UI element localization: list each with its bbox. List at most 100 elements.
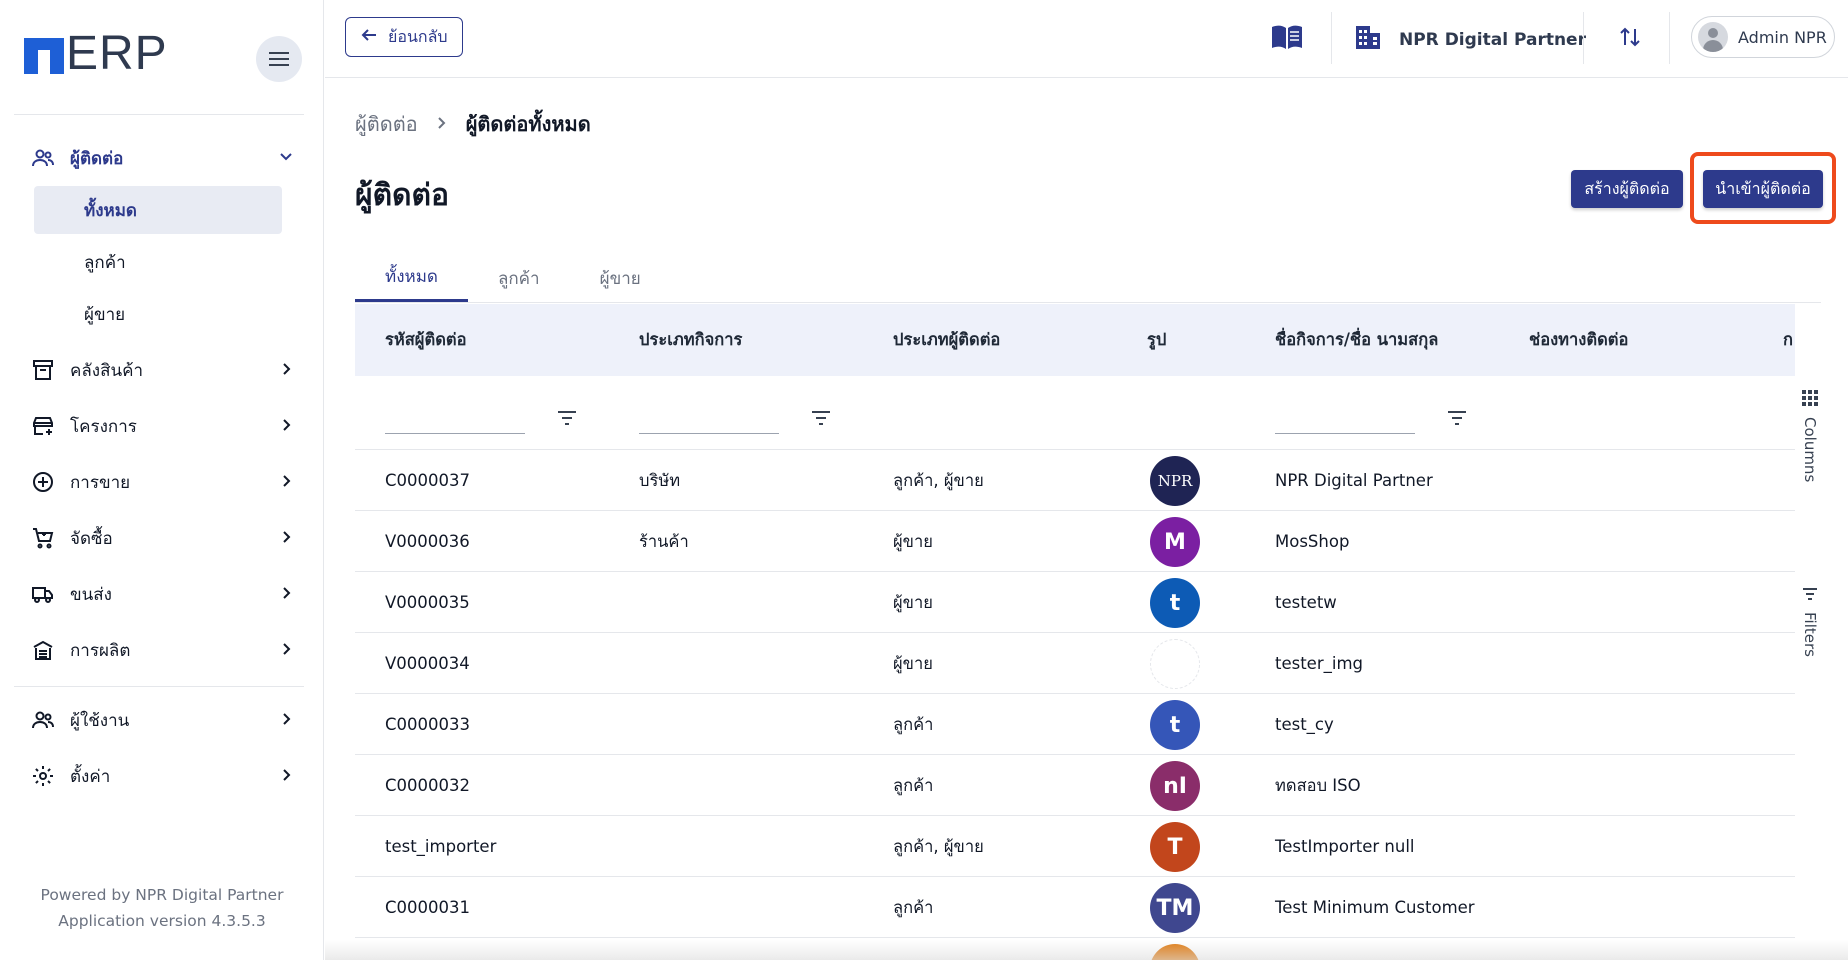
cell-name: NPR Digital Partner [1275,471,1433,490]
column-header-more[interactable]: ก [1783,330,1793,349]
sidebar-item-projects[interactable]: โครงการ [30,404,294,448]
project-icon [30,413,56,439]
chevron-right-icon [436,114,448,135]
sidebar-item-settings[interactable]: ตั้งค่า [30,754,294,798]
app-version-text: Application version 4.3.5.3 [58,912,266,930]
sidebar-divider [14,686,304,687]
cell-code: C0000032 [385,776,471,795]
gear-icon [30,763,56,789]
sidebar-item-label: โครงการ [70,416,137,437]
contact-avatar: NPR [1150,456,1200,506]
column-header-image[interactable]: รูป [1147,330,1167,349]
tab-vendors[interactable]: ผู้ขาย [599,268,641,289]
table-row[interactable]: V0000034 ผู้ขาย tester_img [355,633,1795,694]
columns-panel-label: Columns [1801,417,1819,483]
contact-avatar: t [1150,578,1200,628]
filter-code-input[interactable] [385,404,525,434]
column-header-channel[interactable]: ช่องทางติดต่อ [1529,330,1629,349]
chevron-right-icon [278,529,294,548]
manual-book-icon[interactable] [1271,24,1303,50]
table-row[interactable]: C0000037 บริษัท ลูกค้า, ผู้ขาย NPR Digital … [355,450,1795,511]
cell-name: test_cy [1275,715,1334,734]
cell-contact-type: ลูกค้า [893,775,934,795]
sidebar-item-label: การขาย [70,472,131,493]
filter-name-input[interactable] [1275,404,1415,434]
cell-name: MosShop [1275,532,1350,551]
cell-business-type: บริษัท [639,470,681,490]
cell-code: test_importer [385,837,497,856]
table-row[interactable]: C0000033 ลูกค้า test_cy t [355,694,1795,755]
back-button-label: ย้อนกลับ [388,26,448,46]
table-row[interactable]: C0000032 ลูกค้า ทดสอบ ISO nI [355,755,1795,816]
sidebar-subitem-customers[interactable]: ลูกค้า [84,252,126,273]
table-row[interactable]: V0000036 ร้านค้า ผู้ขาย MosShop M [355,511,1795,572]
column-header-contact-type[interactable]: ประเภทผู้ติดต่อ [893,330,1001,349]
breadcrumb-current: ผู้ติดต่อทั้งหมด [465,112,591,136]
columns-panel-button[interactable]: Columns [1796,390,1824,482]
sidebar-item-users[interactable]: ผู้ใช้งาน [30,698,294,742]
filter-icon[interactable] [809,406,833,430]
filter-business-type-input[interactable] [639,404,779,434]
create-contact-button[interactable]: สร้างผู้ติดต่อ [1571,170,1683,208]
cell-contact-type: ลูกค้า [893,714,934,734]
cell-code: V0000035 [385,593,470,612]
sidebar-item-inventory[interactable]: คลังสินค้า [30,348,294,392]
sidebar-item-purchasing[interactable]: จัดซื้อ [30,516,294,560]
cell-name: ทดสอบ ISO [1275,775,1361,795]
app-logo[interactable]: ERP [24,30,168,78]
contact-avatar: nI [1150,761,1200,811]
filters-panel-label: Filters [1801,612,1819,657]
sidebar-item-production[interactable]: การผลิต [30,628,294,672]
sidebar-item-contacts[interactable]: ผู้ติดต่อ [30,136,294,180]
tab-customers[interactable]: ลูกค้า [497,268,540,289]
filter-icon[interactable] [555,406,579,430]
user-name: Admin NPR [1738,27,1827,47]
table-row[interactable]: V0000035 ผู้ขาย testetw t [355,572,1795,633]
factory-icon [30,637,56,663]
filter-row [355,376,1795,450]
cell-contact-type: ลูกค้า [893,897,934,917]
user-menu[interactable]: Admin NPR [1691,16,1835,58]
cell-code: C0000031 [385,898,471,917]
cell-contact-type: ลูกค้า, ผู้ขาย [893,836,984,856]
company-name: NPR Digital Partner [1399,29,1586,50]
table-row[interactable]: test_importer ลูกค้า, ผู้ขาย TestImporter … [355,816,1795,877]
tabs-divider [355,302,1821,303]
contact-avatar: T [1150,822,1200,872]
topbar-divider [1331,12,1332,64]
cart-icon [30,525,56,551]
column-header-business-type[interactable]: ประเภทกิจการ [639,330,743,349]
page-title: ผู้ติดต่อ [355,178,450,213]
import-contact-button[interactable]: นำเข้าผู้ติดต่อ [1703,170,1823,208]
archive-icon [30,357,56,383]
filter-icon[interactable] [1445,406,1469,430]
column-header-name[interactable]: ชื่อกิจการ/ชื่อ นามสกุล [1275,330,1439,349]
cell-name: TestImporter null [1275,837,1415,856]
contact-avatar: TM [1150,883,1200,933]
filters-panel-button[interactable]: Filters [1796,586,1824,657]
sidebar-item-label: การผลิต [70,640,131,661]
people-icon [30,145,56,171]
topbar-divider [1583,12,1584,64]
table-row[interactable]: C0000031 ลูกค้า Test Minimum Customer TM [355,877,1795,938]
sidebar-subitem-all[interactable]: ทั้งหมด [34,186,282,234]
cell-contact-type: ผู้ขาย [893,531,933,551]
breadcrumb-parent[interactable]: ผู้ติดต่อ [355,112,418,136]
back-button[interactable]: ย้อนกลับ [345,17,463,57]
contact-tabs: ทั้งหมด ลูกค้า ผู้ขาย [355,254,671,302]
cell-contact-type: ลูกค้า, ผู้ขาย [893,470,984,490]
sidebar-item-label: ผู้ติดต่อ [70,148,124,169]
swap-vertical-icon[interactable] [1615,22,1645,52]
sidebar-subitem-vendors[interactable]: ผู้ขาย [84,304,126,325]
cell-contact-type: ผู้ขาย [893,653,933,673]
menu-toggle-button[interactable] [256,36,302,82]
cell-name: Test Minimum Customer [1275,898,1475,917]
sidebar-item-sales[interactable]: การขาย [30,460,294,504]
cell-contact-type: ผู้ขาย [893,592,933,612]
sidebar-item-shipping[interactable]: ขนส่ง [30,572,294,616]
tab-all[interactable]: ทั้งหมด [355,254,468,302]
column-header-code[interactable]: รหัสผู้ติดต่อ [385,330,467,349]
cell-code: V0000036 [385,532,470,551]
company-selector[interactable]: NPR Digital Partner [1353,22,1586,57]
contact-avatar: t [1150,700,1200,750]
